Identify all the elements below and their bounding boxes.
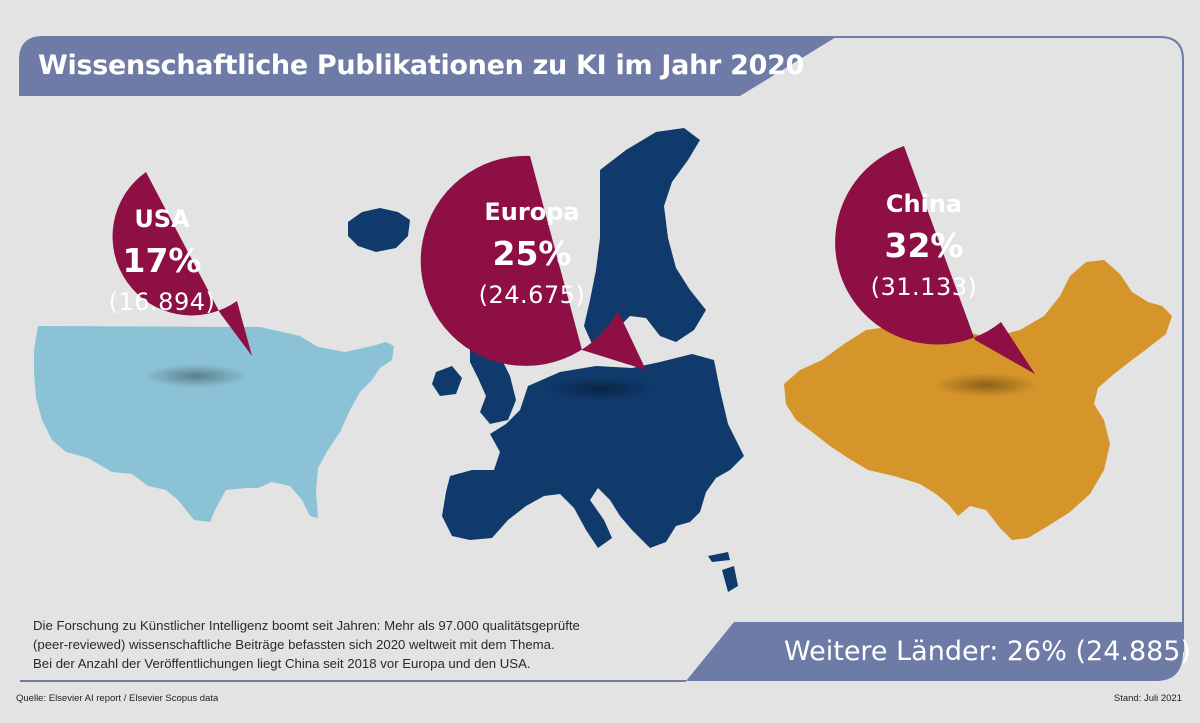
region-count: (16.894) [108,288,216,316]
europe-label-group: Europa 25% (24.675) [452,198,612,309]
scandinavia-shape [584,128,706,348]
further-countries-banner [686,622,1183,681]
region-name: USA [134,205,190,233]
further-countries-label: Weitere Länder: 26% (24.885) [784,636,1192,667]
usa-bubble-shadow [144,364,248,388]
usa-bubble [112,172,252,356]
china-map [784,260,1172,540]
region-count: (31.133) [870,273,978,301]
europe-bubble-shadow [548,377,652,401]
europe-bubble [420,155,646,370]
description-line: Die Forschung zu Künstlicher Intelligenz… [33,618,580,633]
europe-map [348,128,744,592]
usa-label-group: USA 17% (16.894) [86,205,238,316]
usa-map [34,326,394,522]
region-name: China [885,190,963,218]
region-percent: 17% [122,241,202,280]
region-percent: 25% [492,234,572,273]
source-note: Quelle: Elsevier AI report / Elsevier Sc… [16,693,219,704]
china-bubble-shadow [934,373,1038,397]
description-line: Bei der Anzahl der Veröffentlichungen li… [33,656,531,671]
china-bubble [835,146,1035,374]
crete-shape [708,552,730,562]
region-percent: 32% [884,226,964,265]
page-title: Wissenschaftliche Publikationen zu KI im… [38,50,805,81]
description-line: (peer-reviewed) wissenschaftliche Beiträ… [33,637,555,652]
cyprus-shape [722,566,738,592]
china-label-group: China 32% (31.133) [844,190,1004,301]
iceland-shape [348,208,410,252]
continent-shape [442,354,744,548]
title-banner [20,37,836,96]
date-note: Stand: Juli 2021 [1113,693,1182,704]
region-name: Europa [484,198,580,226]
region-count: (24.675) [478,281,586,309]
description-text: Die Forschung zu Künstlicher Intelligenz… [33,616,633,673]
